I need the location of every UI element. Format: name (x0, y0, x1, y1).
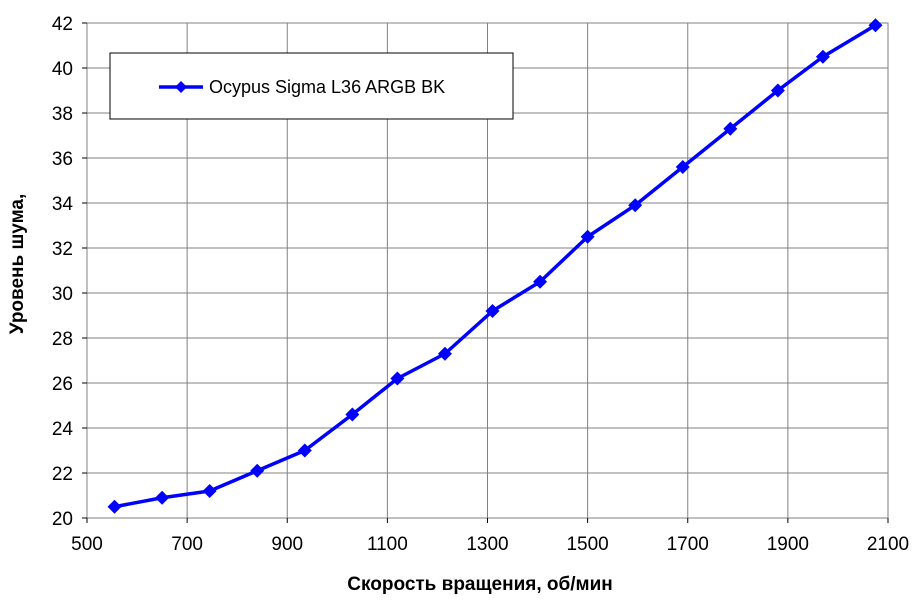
y-tick-label: 38 (52, 104, 73, 125)
y-tick-label: 22 (52, 464, 73, 485)
data-point (723, 121, 738, 136)
y-axis-title: Уровень шума, (7, 194, 28, 335)
data-point (868, 18, 883, 33)
data-point (675, 160, 690, 174)
y-tick-label: 32 (52, 239, 73, 260)
x-tick-label: 1900 (767, 534, 809, 555)
x-tick-label: 1500 (566, 534, 608, 555)
x-tick-label: 1100 (367, 534, 408, 555)
y-tick-label: 34 (52, 194, 74, 215)
data-point (250, 463, 265, 478)
x-axis-ticks: 500 700 900 1100 1300 1500 1700 1900 2100 (71, 518, 909, 555)
y-tick-label: 30 (52, 284, 73, 305)
data-point (770, 83, 785, 98)
data-point (437, 346, 452, 361)
y-tick-label: 26 (52, 374, 73, 395)
data-point (155, 490, 170, 505)
legend-marker (175, 81, 187, 93)
data-point (297, 443, 312, 458)
x-tick-label: 1700 (667, 534, 709, 555)
y-axis-ticks: 20 22 24 26 28 30 32 34 36 38 40 42 (52, 14, 87, 530)
data-point (107, 499, 122, 514)
x-tick-label: 500 (71, 534, 103, 555)
data-point (390, 371, 405, 386)
y-tick-label: 20 (52, 509, 73, 530)
y-tick-label: 28 (52, 329, 73, 350)
x-tick-label: 900 (271, 534, 303, 555)
data-point (815, 49, 830, 64)
data-point (485, 304, 500, 318)
data-point (580, 229, 595, 244)
legend-label: Ocypus Sigma L36 ARGB BK (209, 77, 445, 97)
y-tick-label: 36 (52, 149, 73, 170)
y-tick-label: 40 (52, 59, 73, 80)
x-tick-label: 2100 (867, 534, 909, 555)
y-tick-label: 42 (52, 14, 73, 35)
x-tick-label: 1300 (466, 534, 508, 555)
data-point (202, 484, 217, 498)
x-tick-label: 700 (171, 534, 203, 555)
data-point (628, 198, 643, 213)
data-point (345, 407, 360, 422)
data-point (533, 274, 548, 289)
legend: Ocypus Sigma L36 ARGB BK (109, 52, 514, 120)
y-tick-label: 24 (52, 419, 74, 440)
x-axis-title: Скорость вращения, об/мин (347, 574, 612, 595)
series (107, 18, 883, 514)
